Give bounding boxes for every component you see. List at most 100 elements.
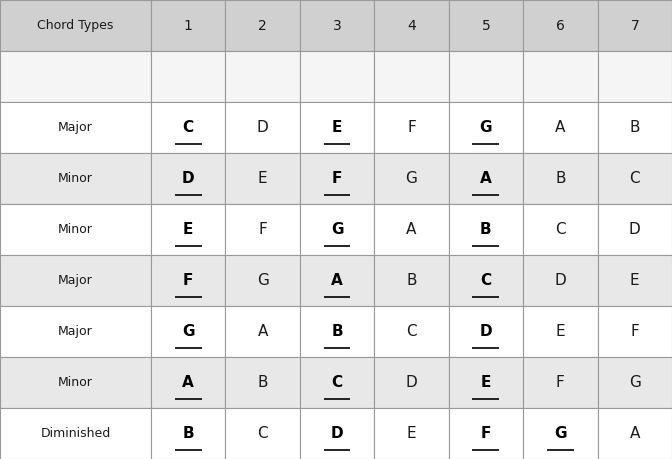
Text: A: A (407, 222, 417, 237)
Text: F: F (630, 324, 639, 339)
Bar (597, 102, 672, 153)
Bar (151, 408, 225, 459)
Bar (0, 204, 151, 255)
Bar (597, 408, 672, 459)
Text: F: F (480, 426, 491, 441)
Bar (300, 357, 374, 408)
Text: E: E (556, 324, 565, 339)
Bar (523, 408, 597, 459)
Bar (374, 408, 449, 459)
Bar (0, 153, 151, 204)
Text: D: D (629, 222, 640, 237)
Bar (523, 255, 597, 306)
Bar (597, 255, 672, 306)
Bar (449, 0, 523, 51)
Bar (151, 153, 225, 204)
Text: G: G (257, 273, 269, 288)
Text: E: E (183, 222, 194, 237)
Text: D: D (480, 324, 492, 339)
Text: 2: 2 (258, 18, 267, 33)
Bar (449, 204, 523, 255)
Bar (151, 102, 225, 153)
Bar (300, 255, 374, 306)
Bar (225, 357, 300, 408)
Bar (374, 153, 449, 204)
Bar (225, 153, 300, 204)
Bar (374, 357, 449, 408)
Bar (449, 102, 523, 153)
Text: D: D (406, 375, 417, 390)
Text: C: C (331, 375, 343, 390)
Bar (300, 408, 374, 459)
Bar (449, 408, 523, 459)
Text: 7: 7 (630, 18, 639, 33)
Bar (0, 255, 151, 306)
Bar (300, 204, 374, 255)
Text: B: B (555, 171, 566, 186)
Text: A: A (480, 171, 492, 186)
Bar (300, 102, 374, 153)
Text: A: A (257, 324, 267, 339)
Text: 6: 6 (556, 18, 564, 33)
Bar (523, 204, 597, 255)
Text: E: E (258, 171, 267, 186)
Bar (449, 357, 523, 408)
Text: B: B (480, 222, 492, 237)
Text: E: E (407, 426, 416, 441)
Bar (225, 408, 300, 459)
Text: Major: Major (58, 325, 93, 338)
Bar (597, 204, 672, 255)
Bar (0, 306, 151, 357)
Bar (374, 306, 449, 357)
Bar (151, 357, 225, 408)
Text: C: C (257, 426, 268, 441)
Text: F: F (556, 375, 564, 390)
Text: C: C (406, 324, 417, 339)
Text: Minor: Minor (58, 376, 93, 389)
Bar (0, 102, 151, 153)
Text: F: F (407, 120, 416, 135)
Bar (374, 255, 449, 306)
Bar (597, 306, 672, 357)
Text: B: B (630, 120, 640, 135)
Text: C: C (480, 273, 491, 288)
Text: A: A (630, 426, 640, 441)
Bar (151, 255, 225, 306)
Text: 3: 3 (333, 18, 341, 33)
Bar (151, 306, 225, 357)
Text: Major: Major (58, 274, 93, 287)
Bar (523, 51, 597, 102)
Bar (151, 204, 225, 255)
Bar (0, 408, 151, 459)
Bar (225, 51, 300, 102)
Bar (374, 102, 449, 153)
Bar (374, 0, 449, 51)
Text: Chord Types: Chord Types (37, 19, 114, 32)
Bar (300, 0, 374, 51)
Bar (0, 51, 151, 102)
Bar (449, 51, 523, 102)
Text: 1: 1 (183, 18, 193, 33)
Text: A: A (555, 120, 566, 135)
Text: E: E (480, 375, 491, 390)
Bar (151, 51, 225, 102)
Bar (523, 306, 597, 357)
Bar (523, 357, 597, 408)
Bar (374, 51, 449, 102)
Text: D: D (554, 273, 566, 288)
Text: B: B (331, 324, 343, 339)
Text: D: D (182, 171, 194, 186)
Text: D: D (331, 426, 343, 441)
Text: G: G (405, 171, 417, 186)
Text: Diminished: Diminished (40, 427, 111, 440)
Bar (225, 306, 300, 357)
Bar (597, 51, 672, 102)
Bar (300, 51, 374, 102)
Text: G: G (182, 324, 194, 339)
Bar (0, 0, 151, 51)
Bar (523, 153, 597, 204)
Text: B: B (406, 273, 417, 288)
Bar (225, 204, 300, 255)
Bar (300, 306, 374, 357)
Bar (449, 255, 523, 306)
